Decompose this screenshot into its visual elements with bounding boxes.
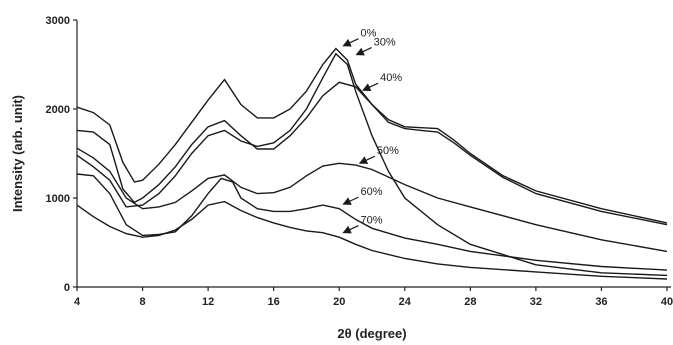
series-layer <box>76 47 668 280</box>
annotation-arrow <box>342 225 359 234</box>
x-tick-label: 32 <box>530 296 542 308</box>
series-line-30pct <box>76 47 668 224</box>
series-line-60pct <box>76 173 668 271</box>
series-line-0pct <box>76 52 668 277</box>
series-label-60pct: 60% <box>361 186 383 198</box>
annotation-arrow <box>358 155 376 164</box>
series-label-0pct: 0% <box>361 28 377 40</box>
x-ticks: 4 8 12 16 20 24 28 32 36 40 <box>74 287 673 308</box>
series-label-50pct: 50% <box>377 145 399 157</box>
x-tick-label: 16 <box>268 296 280 308</box>
annotation-arrow <box>362 82 379 91</box>
x-tick-label: 8 <box>139 296 145 308</box>
series-line-40pct <box>76 81 668 226</box>
y-tick-label: 3000 <box>46 15 70 27</box>
x-tick-label: 36 <box>595 296 607 308</box>
x-tick-label: 12 <box>202 296 214 308</box>
annotation-arrow <box>355 47 372 56</box>
x-axis-title: 2θ (degree) <box>337 326 406 341</box>
y-tick-label: 0 <box>64 282 70 294</box>
y-tick-label: 1000 <box>46 193 70 205</box>
series-line-70pct <box>76 200 668 280</box>
y-tick-label: 2000 <box>46 104 70 116</box>
series-label-30pct: 30% <box>374 37 396 49</box>
x-tick-label: 20 <box>333 296 345 308</box>
annotation-arrow <box>342 196 359 205</box>
annotation-arrow <box>342 38 359 47</box>
x-tick-label: 4 <box>74 296 81 308</box>
x-tick-label: 40 <box>661 296 673 308</box>
y-axis-title: Intensity (arb. unit) <box>10 95 25 212</box>
series-label-70pct: 70% <box>361 215 383 227</box>
x-tick-label: 24 <box>399 296 412 308</box>
series-annotations: 0%30% 40% 50% 60% 70% <box>342 28 402 234</box>
y-ticks: 0 1000 2000 3000 <box>46 15 77 294</box>
axes <box>76 20 671 288</box>
x-tick-label: 28 <box>464 296 476 308</box>
series-label-40pct: 40% <box>380 72 402 84</box>
series-line-50pct <box>76 147 668 253</box>
